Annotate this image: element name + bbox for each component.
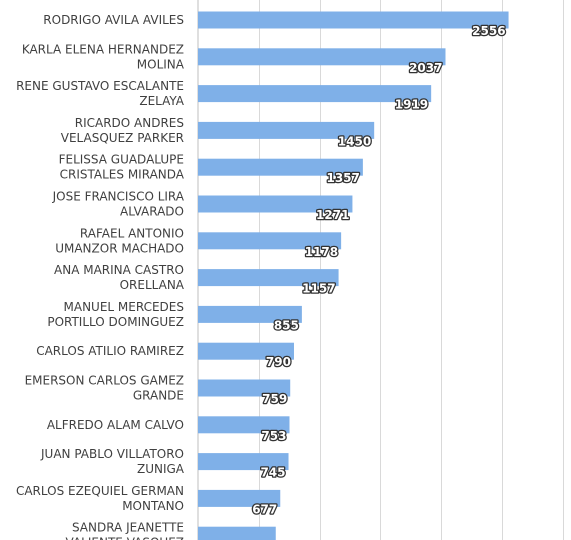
bar [198,158,363,176]
bar [198,305,302,323]
bar [198,195,353,213]
bar [198,453,289,471]
category-label: ZUNIGA [137,462,185,476]
category-label: PORTILLO DOMINGUEZ [47,315,184,329]
category-label: JUAN PABLO VILLATORO [40,447,184,461]
bar [198,11,509,29]
category-label: KARLA ELENA HERNANDEZ [22,42,184,56]
category-label: ZELAYA [139,94,184,108]
category-label: ORELLANA [120,278,185,292]
bar [198,121,375,139]
data-label: 1178 [305,245,338,259]
category-label: RENE GUSTAVO ESCALANTE [16,79,184,93]
data-label: 2037 [409,61,442,75]
value-labels: 2556 2037 1919 1450 1357 1271 1178 1157 855 790 75… [251,23,507,518]
category-label: MANUEL MERCEDES [64,300,184,314]
bar [198,232,342,250]
data-label: 1357 [326,171,359,185]
category-label: MONTANO [122,499,184,513]
bar [198,489,281,507]
category-label: JOSE FRANCISCO LIRA [52,190,185,204]
data-label: 1450 [338,134,371,148]
category-labels: RODRIGO AVILA AVILES KARLA ELENA HERNANDE… [16,13,185,540]
category-label: RODRIGO AVILA AVILES [43,13,184,27]
category-label: RAFAEL ANTONIO [80,226,184,240]
category-label: RICARDO ANDRES [75,116,184,130]
bar [198,48,446,66]
data-label: 855 [274,318,299,332]
bar [198,269,339,287]
category-label: VELASQUEZ PARKER [61,131,184,145]
category-label: ANA MARINA CASTRO [54,263,184,277]
category-label: CARLOS ATILIO RAMIREZ [36,344,184,358]
data-label: 1157 [302,282,335,296]
bar [198,379,291,397]
data-label: 759 [262,392,287,406]
category-label: GRANDE [133,389,184,403]
data-label: 753 [261,429,286,443]
data-label: 745 [260,466,285,480]
category-label: FELISSA GUADALUPE [59,153,184,167]
category-label: CRISTALES MIRANDA [60,168,185,182]
data-label: 2556 [472,24,505,38]
data-label: 1919 [395,98,428,112]
category-label: UMANZOR MACHADO [55,241,184,255]
category-label: EMERSON CARLOS GAMEZ [25,374,184,388]
bar [198,85,432,103]
bar [198,416,290,434]
bar [198,342,294,360]
category-label: CARLOS EZEQUIEL GERMAN [16,484,184,498]
data-label: 1271 [316,208,349,222]
category-label: VALIENTE VASQUEZ [66,536,184,540]
bar [198,526,276,540]
bars [198,11,509,540]
category-label: ALVARADO [120,205,184,219]
category-label: MOLINA [137,57,185,71]
data-label: 677 [252,502,277,516]
data-label: 790 [266,355,291,369]
category-label: SANDRA JEANETTE [72,521,184,535]
category-label: ALFREDO ALAM CALVO [47,418,184,432]
